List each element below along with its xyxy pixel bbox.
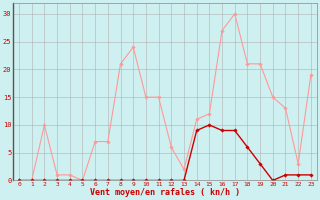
X-axis label: Vent moyen/en rafales ( kn/h ): Vent moyen/en rafales ( kn/h ) <box>90 188 240 197</box>
